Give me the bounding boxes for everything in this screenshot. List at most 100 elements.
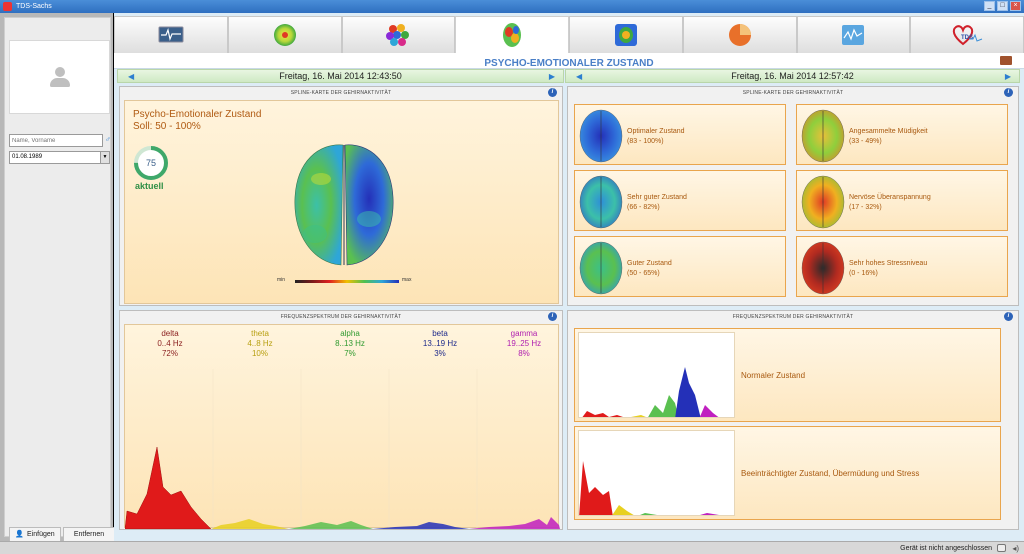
tab-radar[interactable] — [227, 16, 342, 53]
reference-spectrum-normal[interactable]: Normaler Zustand — [574, 328, 1001, 422]
current-value: 75 — [146, 158, 156, 168]
brain-target-icon — [614, 24, 637, 46]
right-session-date: Freitag, 16. Mai 2014 12:57:42 — [731, 71, 854, 81]
add-patient-button[interactable]: 👤 Einfügen — [9, 527, 61, 542]
monitor-wave-icon — [158, 26, 184, 43]
window-titlebar: TDS-Sachs _ □ × — [0, 0, 1024, 13]
brain-activity-map — [294, 144, 394, 266]
state-brain-icon — [801, 175, 845, 229]
remove-patient-button[interactable]: Entfernen — [63, 527, 115, 542]
band-gamma: gamma 19..25 Hz 8% — [489, 329, 559, 359]
connection-status: Gerät ist nicht angeschlossen — [900, 545, 992, 552]
state-brain-icon — [801, 241, 845, 295]
prev-arrow-icon[interactable]: ◀ — [128, 72, 135, 81]
state-label: Sehr hohes Stressniveau (0 - 16%) — [849, 259, 927, 279]
reference-stress-label: Beeinträchtigter Zustand, Übermüdung und… — [741, 469, 920, 478]
current-label: aktuell — [135, 181, 164, 191]
state-target: Soll: 50 - 100% — [133, 121, 201, 132]
band-alpha: alpha 8..13 Hz 7% — [315, 329, 385, 359]
next-arrow-icon[interactable]: ▶ — [1004, 72, 1011, 81]
spline-map-content: Psycho-Emotionaler Zustand Soll: 50 - 10… — [124, 100, 559, 304]
state-box[interactable]: Nervöse Überanspannung (17 - 32%) — [796, 170, 1008, 231]
frequency-spectrum-chart — [125, 369, 560, 529]
info-icon[interactable]: i — [548, 312, 557, 321]
main-area: TDS PSYCHO-EMOTIONALER ZUSTAND ◀ Freitag… — [114, 13, 1024, 541]
add-user-icon: 👤 — [15, 531, 25, 538]
color-scale-legend — [295, 280, 399, 283]
male-icon[interactable]: ♂ — [105, 135, 111, 144]
state-brain-icon — [579, 241, 623, 295]
patient-sidebar: ♂ 01.08.1989 ▼ 👤Einfügen Entfernen — [0, 13, 115, 542]
next-arrow-icon[interactable]: ▶ — [548, 72, 555, 81]
band-name: gamma — [510, 329, 538, 338]
window-controls: _ □ × — [984, 1, 1021, 11]
left-session-bar: ◀ Freitag, 16. Mai 2014 12:43:50 ▶ — [117, 69, 564, 83]
band-range: 0..4 Hz — [157, 339, 183, 348]
pie-chart-icon — [728, 24, 751, 46]
state-box[interactable]: Angesammelte Müdigkeit (33 - 49%) — [796, 104, 1008, 165]
frequency-content: delta 0..4 Hz 72% theta 4..8 Hz 10% alpha 8..13… — [124, 324, 560, 529]
tab-monitor[interactable] — [114, 16, 228, 53]
info-icon[interactable]: i — [548, 88, 557, 97]
tab-pie[interactable] — [682, 16, 797, 53]
state-label: Angesammelte Müdigkeit (33 - 49%) — [849, 127, 928, 147]
avatar-body-icon — [50, 78, 70, 87]
state-label: Guter Zustand (50 - 65%) — [627, 259, 672, 279]
state-name: Nervöse Überanspannung — [849, 194, 931, 201]
legend-min: min — [277, 277, 286, 283]
birthdate-select[interactable]: 01.08.1989 ▼ — [9, 151, 110, 164]
state-brain-icon — [579, 175, 623, 229]
minimize-button[interactable]: _ — [984, 1, 995, 11]
tab-brain-map[interactable] — [455, 16, 569, 53]
tab-wave[interactable] — [796, 16, 911, 53]
band-range: 13..19 Hz — [422, 339, 458, 348]
info-icon[interactable]: i — [1004, 88, 1013, 97]
state-name: Guter Zustand — [627, 260, 672, 267]
tab-tds-heart[interactable]: TDS — [910, 16, 1024, 53]
patient-photo[interactable] — [9, 40, 110, 114]
left-session-date: Freitag, 16. Mai 2014 12:43:50 — [279, 71, 402, 81]
band-percent: 3% — [434, 349, 446, 358]
reference-normal-label: Normaler Zustand — [741, 371, 806, 380]
state-title: Psycho-Emotionaler Zustand — [133, 109, 262, 120]
state-name: Sehr hohes Stressniveau — [849, 260, 928, 267]
band-name: alpha — [340, 329, 360, 338]
band-range: 8..13 Hz — [335, 339, 365, 348]
frequency-panel-left: FREQUENZSPEKTRUM DER GEHIRNAKTIVITÄT i d… — [119, 310, 563, 530]
tab-cluster[interactable] — [341, 16, 456, 53]
speaker-icon[interactable]: ◂) — [1012, 544, 1019, 553]
stress-spectrum-chart — [578, 430, 735, 516]
avatar-head-icon — [55, 67, 65, 77]
state-range: (50 - 65%) — [627, 270, 660, 277]
birthdate-value: 01.08.1989 — [12, 154, 43, 160]
band-name: beta — [432, 329, 448, 338]
panel-title: FREQUENZSPEKTRUM DER GEHIRNAKTIVITÄT — [280, 314, 402, 320]
band-name: theta — [251, 329, 269, 338]
window-title: TDS-Sachs — [16, 3, 52, 10]
right-session-bar: ◀ Freitag, 16. Mai 2014 12:57:42 ▶ — [565, 69, 1020, 83]
state-box[interactable]: Guter Zustand (50 - 65%) — [574, 236, 786, 297]
band-beta: beta 13..19 Hz 3% — [405, 329, 475, 359]
prev-arrow-icon[interactable]: ◀ — [576, 72, 583, 81]
state-box[interactable]: Sehr guter Zustand (66 - 82%) — [574, 170, 786, 231]
state-range: (17 - 32%) — [849, 204, 882, 211]
wave-chart-icon — [842, 25, 865, 45]
state-brain-icon — [801, 109, 845, 163]
state-box[interactable]: Optimaler Zustand (83 - 100%) — [574, 104, 786, 165]
state-box[interactable]: Sehr hohes Stressniveau (0 - 16%) — [796, 236, 1008, 297]
book-icon[interactable] — [1000, 56, 1012, 65]
reference-spectrum-stress[interactable]: Beeinträchtigter Zustand, Übermüdung und… — [574, 426, 1001, 520]
maximize-button[interactable]: □ — [997, 1, 1008, 11]
brain-map-icon — [503, 23, 522, 47]
panel-title: FREQUENZSPEKTRUM DER GEHIRNAKTIVITÄT — [732, 314, 854, 320]
info-icon[interactable]: i — [1004, 312, 1013, 321]
patient-name-input[interactable] — [9, 134, 103, 147]
tab-brain-target[interactable] — [569, 16, 683, 53]
panel-title: SPLINE-KARTE DER GEHIRNAKTIVITÄT — [742, 90, 844, 96]
chevron-down-icon[interactable]: ▼ — [100, 152, 109, 163]
state-range: (33 - 49%) — [849, 138, 882, 145]
spline-map-panel-left: SPLINE-KARTE DER GEHIRNAKTIVITÄT i Psych… — [119, 86, 563, 306]
close-button[interactable]: × — [1010, 1, 1021, 11]
panel-title: SPLINE-KARTE DER GEHIRNAKTIVITÄT — [290, 90, 392, 96]
svg-text:TDS: TDS — [961, 35, 973, 41]
